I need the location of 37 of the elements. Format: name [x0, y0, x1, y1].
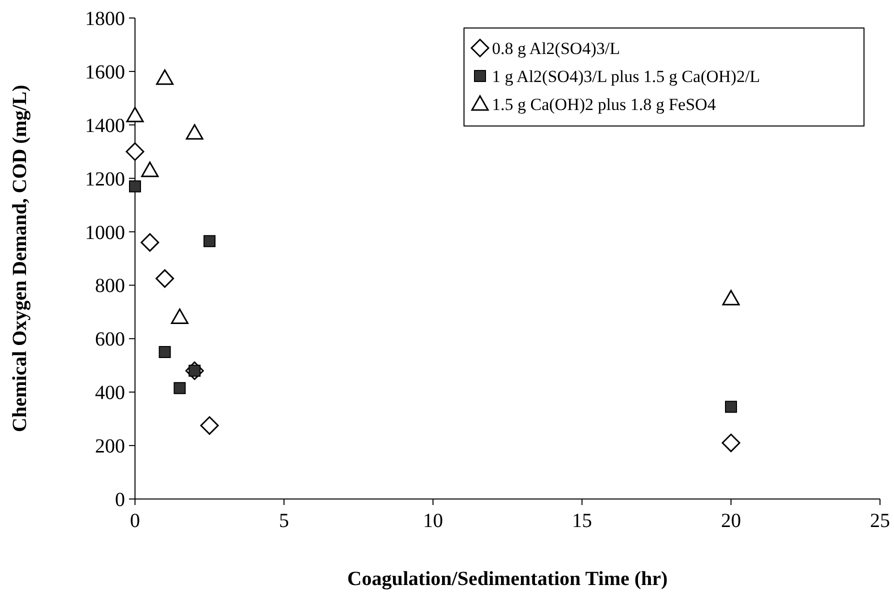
point [200, 416, 219, 435]
point [725, 400, 737, 413]
point [126, 142, 144, 161]
y-tick-label: 1400 [85, 114, 125, 137]
x-tick-label: 25 [870, 510, 890, 532]
x-tick-label: 20 [721, 510, 741, 532]
point [174, 382, 186, 394]
point [140, 233, 160, 252]
point [170, 308, 188, 324]
point [204, 235, 216, 248]
point [722, 290, 740, 306]
point [141, 162, 159, 178]
point [129, 180, 141, 192]
legend-label: 1 g Al2(SO4)3/L plus 1.5 g Ca(OH)2/L [492, 66, 760, 86]
legend-label: 0.8 g Al2(SO4)3/L [492, 38, 620, 58]
y-tick-label: 800 [95, 275, 125, 298]
point [722, 434, 740, 452]
x-tick-label: 10 [423, 510, 443, 532]
x-axis-title: Coagulation/Sedimentation Time (hr) [347, 568, 668, 590]
y-tick-label: 1800 [85, 8, 125, 30]
y-tick-label: 200 [95, 436, 125, 458]
y-tick-label: 400 [95, 382, 125, 404]
legend-label: 1.5 g Ca(OH)2 plus 1.8 g FeSO4 [492, 94, 716, 114]
y-tick-label: 1000 [85, 222, 125, 244]
x-tick-label: 5 [279, 510, 289, 532]
point [156, 269, 174, 288]
y-axis-title: Chemical Oxygen Demand, COD (mg/L) [9, 84, 31, 432]
y-tick-label: 0 [115, 489, 125, 511]
x-tick-label: 0 [130, 510, 140, 532]
y-tick-label: 1200 [85, 168, 125, 190]
y-tick-label: 600 [95, 328, 125, 351]
point [156, 69, 174, 85]
point [158, 346, 171, 358]
y-tick-label: 1600 [85, 61, 125, 84]
point [186, 124, 204, 140]
point [126, 106, 144, 122]
x-tick-label: 15 [572, 510, 592, 532]
